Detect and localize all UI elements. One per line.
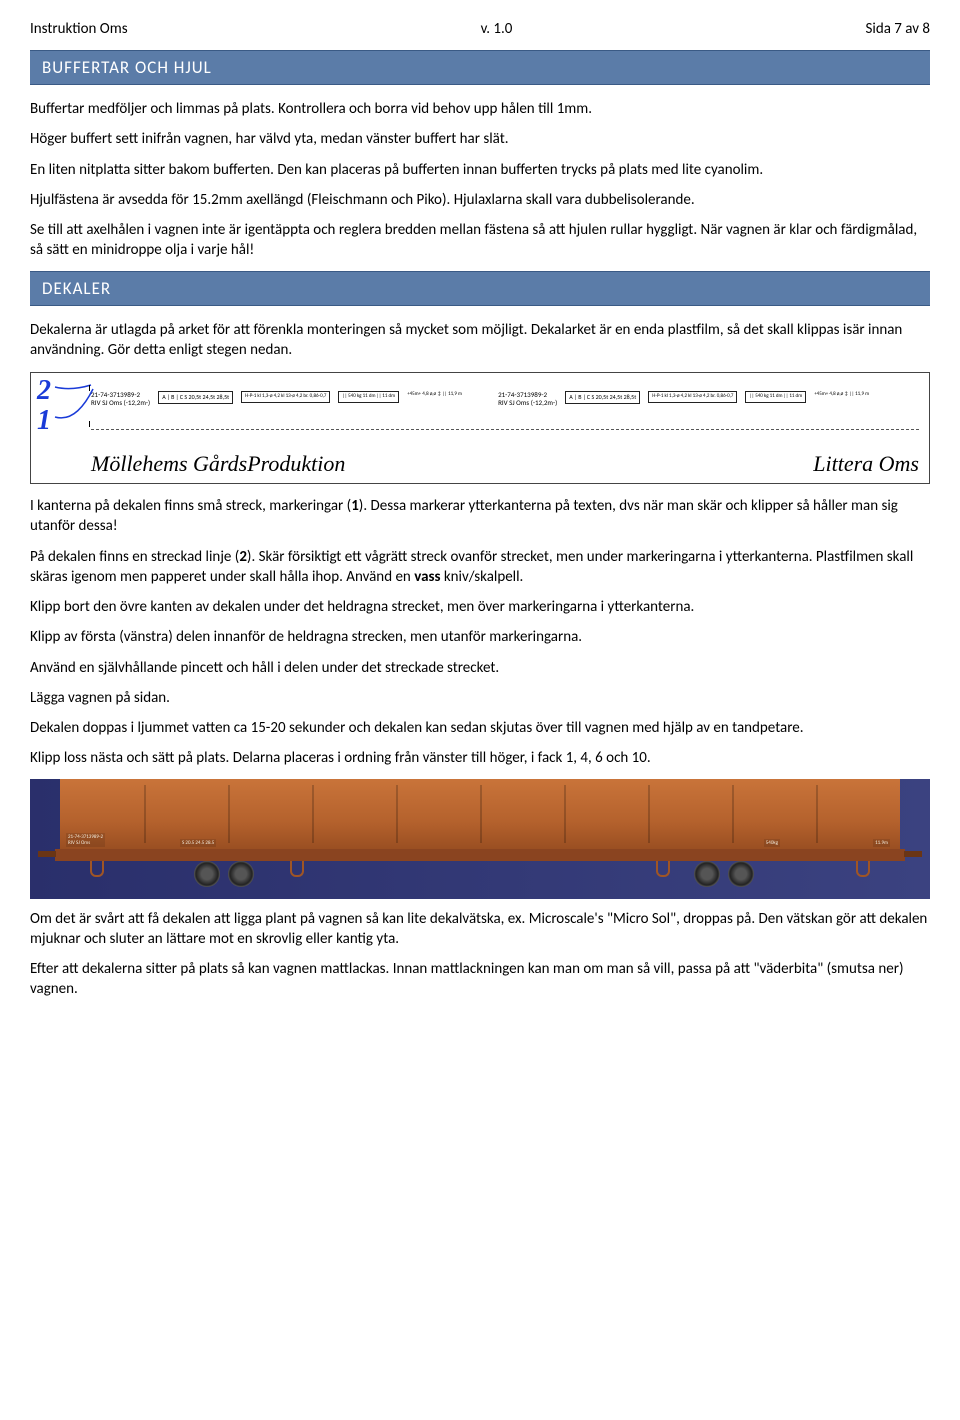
decal-sheet-figure: 2 1 21-74-3713989-2 RIV SJ Oms (-12,2m-)… <box>30 372 930 484</box>
decal-box-dim2: H-P-1 kl 1,3-ø 4,2 kl 13-ø 4,2 br. 0,86-… <box>648 391 737 403</box>
decal-num-2: 2 <box>37 377 51 405</box>
s1-p4: Hjulfästena är avsedda för 15.2mm axellä… <box>30 190 930 210</box>
s2-p3: På dekalen finns en streckad linje (2). … <box>30 547 930 588</box>
s1-p1: Buffertar medföljer och limmas på plats.… <box>30 99 930 119</box>
decal-box-kg2: || 540 kg 11 dm || 11 dm <box>745 391 806 403</box>
decal-boxes-row: 21-74-3713989-2 RIV SJ Oms (-12,2m-) A |… <box>91 391 919 406</box>
wagon-frame <box>55 849 905 861</box>
s2-p5: Klipp av första (vänstra) delen innanför… <box>30 627 930 647</box>
decal-box-weight2: A | B | C S 20,5t 24,5t 28,5t <box>565 391 640 404</box>
s2-p4: Klipp bort den övre kanten av dekalen un… <box>30 597 930 617</box>
s2-p10: Om det är svårt att få dekalen att ligga… <box>30 909 930 950</box>
s2-p7: Lägga vagnen på sidan. <box>30 688 930 708</box>
s1-p5: Se till att axelhålen i vagnen inte är i… <box>30 220 930 261</box>
decal-box-id2: 21-74-3713989-2 RIV SJ Oms (-12,2m-) <box>498 391 557 406</box>
decal-label-left: Möllehems GårdsProduktion <box>91 451 345 477</box>
wagon-wheelset-right <box>690 861 770 891</box>
decal-box-kg: || 540 kg 11 dm || 11 dm <box>338 391 399 403</box>
s2-p1: Dekalerna är utlagda på arket för att fö… <box>30 320 930 361</box>
header-right: Sida 7 av 8 <box>866 20 931 38</box>
tick <box>89 385 90 391</box>
decal-box-dim: H-P-1 kl 1,3-ø 4,2 kl 13-ø 4,2 br. 0,86-… <box>241 391 330 403</box>
page-header: Instruktion Oms v. 1.0 Sida 7 av 8 <box>30 20 930 38</box>
decal-box-weight: A | B | C S 20,5t 24,5t 28,5t <box>158 391 233 404</box>
s2-p2: I kanterna på dekalen finns små streck, … <box>30 496 930 537</box>
buffer-left <box>38 851 56 857</box>
s2-p6: Använd en självhållande pincett och håll… <box>30 658 930 678</box>
decal-group: 21-74-3713989-2 RIV SJ Oms (-12,2m-) <box>91 391 150 406</box>
wagon-decal-text: 21-74-3713989-2RIV SJ Oms <box>66 833 105 847</box>
wagon-photo-figure: 21-74-3713989-2RIV SJ Oms S 20.5 24.5 28… <box>30 779 930 899</box>
decal-num-1: 1 <box>37 407 51 435</box>
decal-dashed-line <box>91 429 919 430</box>
section-buffertar-title: BUFFERTAR OCH HJUL <box>30 50 930 85</box>
wagon-wheelset-left <box>190 861 270 891</box>
s2-p8: Dekalen doppas i ljummet vatten ca 15-20… <box>30 718 930 738</box>
wagon-body: 21-74-3713989-2RIV SJ Oms S 20.5 24.5 28… <box>60 779 900 852</box>
decal-label-right: Littera Oms <box>813 451 919 477</box>
s1-p2: Höger buffert sett inifrån vagnen, har v… <box>30 129 930 149</box>
s2-p11: Efter att dekalerna sitter på plats så k… <box>30 959 930 1000</box>
s1-p3: En liten nitplatta sitter bakom bufferte… <box>30 160 930 180</box>
s2-p9: Klipp loss nästa och sätt på plats. Dela… <box>30 748 930 768</box>
decal-box-id: 21-74-3713989-2 RIV SJ Oms (-12,2m-) <box>91 391 150 406</box>
decal-box-len: +45m+ 4,8 ø,ø ↕ || 11,9 m <box>407 391 462 397</box>
decal-box-len2: +45m+ 4,8 ø,ø ↕ || 11,9 m <box>814 391 869 397</box>
buffer-right <box>904 851 922 857</box>
decal-group: 21-74-3713989-2 RIV SJ Oms (-12,2m-) <box>498 391 557 406</box>
decal-bottom-labels: Möllehems GårdsProduktion Littera Oms <box>91 451 919 477</box>
section-dekaler-title: DEKALER <box>30 271 930 306</box>
header-left: Instruktion Oms <box>30 20 128 38</box>
header-center: v. 1.0 <box>481 20 513 38</box>
tick <box>89 421 90 427</box>
